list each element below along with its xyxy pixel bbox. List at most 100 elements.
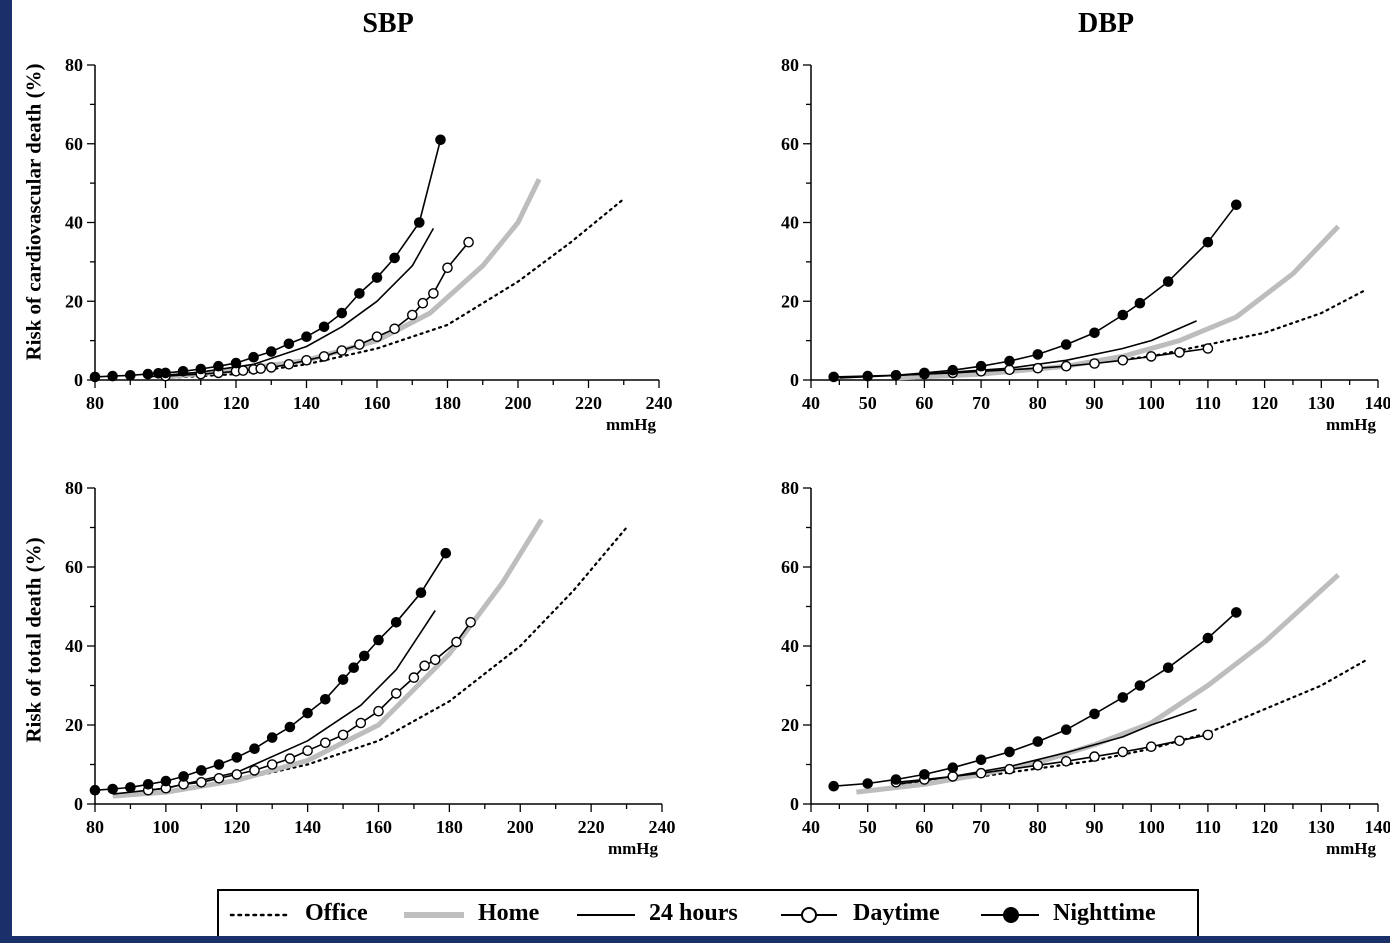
x-tick-label: 90 [1086, 393, 1104, 413]
data-point-daytime [372, 332, 381, 341]
y-tick-label: 80 [781, 55, 799, 75]
data-point-nighttime [214, 362, 223, 371]
y-tick-label: 80 [65, 55, 83, 75]
data-point-nighttime [179, 367, 188, 376]
series-line-home [896, 226, 1338, 378]
x-tick-label: 140 [294, 817, 321, 837]
data-point-nighttime [349, 663, 358, 672]
data-point-nighttime [416, 588, 425, 597]
legend-label-office: Office [305, 900, 368, 927]
data-point-nighttime [415, 218, 424, 227]
data-point-nighttime [249, 353, 258, 362]
data-point-nighttime [143, 370, 152, 379]
series-line-office [166, 528, 627, 793]
legend-swatch-24-hours [575, 891, 645, 938]
data-point-daytime [337, 346, 346, 355]
x-tick-label: 240 [646, 393, 673, 413]
legend-item-home: Home [402, 891, 472, 938]
x-tick-label: 120 [223, 393, 250, 413]
data-point-daytime [197, 778, 206, 787]
data-point-nighttime [1135, 299, 1144, 308]
x-tick-label: 200 [505, 393, 532, 413]
x-tick-label: 130 [1308, 817, 1335, 837]
legend-item-daytime: Daytime [779, 891, 849, 938]
data-point-nighttime [285, 722, 294, 731]
data-point-daytime [356, 718, 365, 727]
data-point-nighttime [372, 273, 381, 282]
data-point-nighttime [161, 368, 170, 377]
data-point-daytime [1005, 765, 1014, 774]
x-tick-label: 180 [436, 817, 463, 837]
data-point-nighttime [284, 339, 293, 348]
data-point-nighttime [1118, 310, 1127, 319]
data-point-nighttime [90, 372, 99, 381]
data-point-daytime [1033, 364, 1042, 373]
legend-swatch-home [402, 891, 472, 938]
data-point-nighttime [339, 675, 348, 684]
data-point-daytime [268, 760, 277, 769]
data-point-nighttime [161, 777, 170, 786]
data-point-nighttime [977, 755, 986, 764]
x-tick-label: 120 [1251, 817, 1278, 837]
x-tick-label: 110 [1195, 393, 1221, 413]
data-point-nighttime [179, 772, 188, 781]
data-point-nighttime [441, 549, 450, 558]
data-point-daytime [250, 766, 259, 775]
legend: Office Home 24 hours Daytime Nighttime [217, 889, 1199, 936]
x-axis-label: mmHg [1326, 839, 1377, 858]
legend-swatch-daytime [779, 891, 849, 938]
x-tick-label: 60 [915, 817, 933, 837]
x-tick-label: 50 [859, 817, 877, 837]
data-point-daytime [409, 673, 418, 682]
legend-label-nighttime: Nighttime [1053, 900, 1156, 927]
x-tick-label: 100 [1138, 393, 1165, 413]
data-point-nighttime [977, 362, 986, 371]
x-tick-label: 70 [972, 393, 990, 413]
data-point-nighttime [1232, 200, 1241, 209]
y-tick-label: 40 [65, 636, 83, 656]
data-point-nighttime [1033, 737, 1042, 746]
y-tick-label: 40 [781, 213, 799, 233]
legend-label-home: Home [478, 900, 539, 927]
data-point-nighttime [374, 636, 383, 645]
data-point-daytime [339, 730, 348, 739]
data-point-daytime [1005, 365, 1014, 374]
x-tick-label: 40 [802, 817, 820, 837]
data-point-nighttime [302, 332, 311, 341]
data-point-nighttime [337, 309, 346, 318]
data-point-nighttime [1203, 634, 1212, 643]
data-point-daytime [355, 340, 364, 349]
x-tick-label: 160 [364, 393, 391, 413]
y-tick-label: 0 [74, 370, 83, 390]
x-tick-label: 180 [434, 393, 461, 413]
data-point-daytime [1062, 757, 1071, 766]
x-tick-label: 80 [1029, 817, 1047, 837]
data-point-nighttime [891, 775, 900, 784]
data-point-nighttime [250, 744, 259, 753]
series-line-office [166, 199, 624, 378]
data-point-daytime [1175, 348, 1184, 357]
data-point-nighttime [863, 372, 872, 381]
y-tick-label: 20 [65, 291, 83, 311]
legend-item-nighttime: Nighttime [979, 891, 1049, 938]
data-point-nighttime [1005, 357, 1014, 366]
data-point-nighttime [1232, 608, 1241, 617]
data-point-daytime [431, 655, 440, 664]
data-point-daytime [1033, 761, 1042, 770]
data-point-nighttime [948, 366, 957, 375]
data-point-daytime [452, 637, 461, 646]
data-point-nighttime [1118, 693, 1127, 702]
data-point-nighttime [1090, 709, 1099, 718]
data-point-daytime [420, 661, 429, 670]
x-tick-label: 50 [859, 393, 877, 413]
data-point-nighttime [214, 760, 223, 769]
x-tick-label: 140 [293, 393, 320, 413]
data-point-daytime [214, 774, 223, 783]
data-point-nighttime [268, 733, 277, 742]
data-point-daytime [1203, 344, 1212, 353]
y-tick-label: 0 [790, 794, 799, 814]
